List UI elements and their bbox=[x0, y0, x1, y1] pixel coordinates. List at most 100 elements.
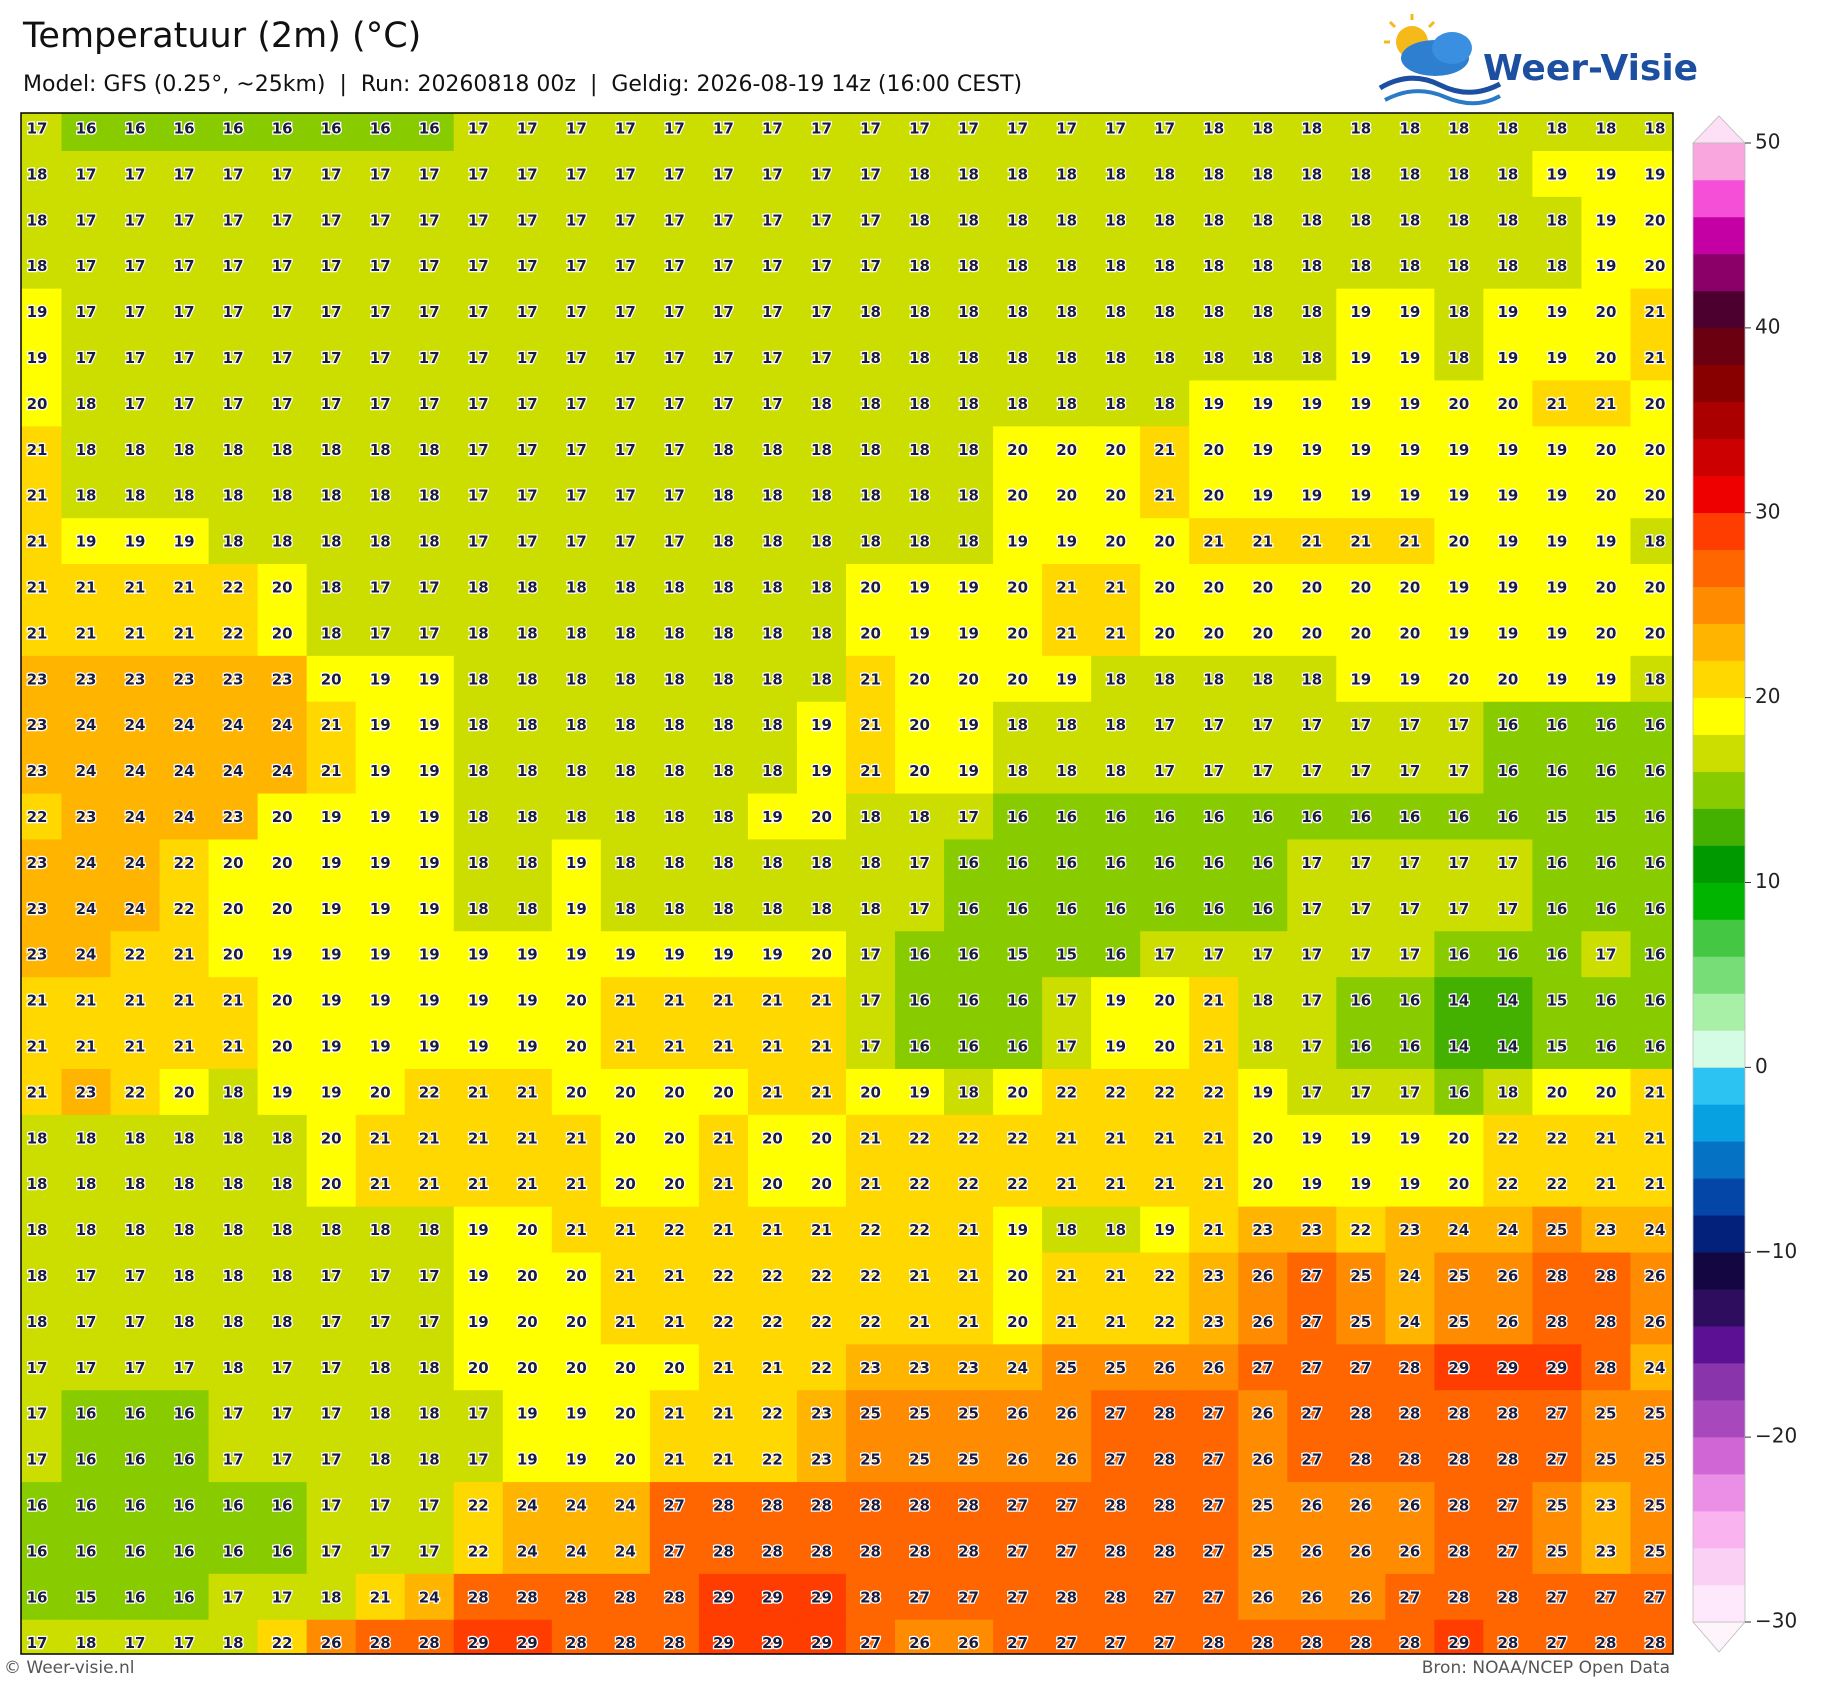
temp-cell bbox=[796, 839, 847, 886]
temp-label: 19 bbox=[811, 716, 832, 734]
colorbar-band bbox=[1693, 586, 1745, 624]
temp-label: 28 bbox=[1448, 1588, 1469, 1606]
temp-label: 21 bbox=[860, 670, 881, 688]
temp-label: 20 bbox=[1105, 441, 1126, 459]
temp-label: 18 bbox=[370, 1221, 391, 1239]
temp-label: 24 bbox=[174, 716, 195, 734]
temp-label: 16 bbox=[125, 120, 146, 138]
temp-label: 18 bbox=[272, 487, 293, 505]
temp-cell bbox=[993, 701, 1043, 749]
temp-label: 18 bbox=[1056, 395, 1077, 413]
temp-cell bbox=[551, 793, 602, 841]
temp-label: 18 bbox=[1056, 165, 1077, 183]
temp-cell bbox=[502, 196, 553, 244]
temp-label: 16 bbox=[223, 120, 244, 138]
temp-label: 20 bbox=[566, 1038, 587, 1056]
temp-cell bbox=[502, 701, 553, 749]
temp-cell bbox=[845, 518, 896, 565]
temp-cell bbox=[551, 196, 602, 244]
temp-cell bbox=[306, 196, 357, 244]
temp-label: 18 bbox=[1448, 349, 1469, 367]
temp-cell bbox=[796, 885, 847, 932]
temp-cell bbox=[1532, 196, 1583, 244]
temp-cell bbox=[159, 839, 210, 886]
temp-cell bbox=[61, 793, 112, 841]
temp-cell bbox=[1581, 380, 1632, 427]
temp-label: 17 bbox=[76, 1267, 97, 1285]
temp-cell bbox=[1287, 334, 1337, 382]
logo-text: Weer-Visie bbox=[1483, 48, 1698, 89]
temp-label: 21 bbox=[713, 1359, 734, 1377]
temp-cell bbox=[895, 793, 945, 841]
temp-label: 20 bbox=[1399, 579, 1420, 597]
temp-cell bbox=[1581, 426, 1632, 473]
temp-label: 18 bbox=[713, 624, 734, 642]
temp-label: 18 bbox=[468, 762, 489, 780]
temp-label: 27 bbox=[1252, 1359, 1273, 1377]
temp-cell bbox=[1287, 655, 1337, 703]
temp-label: 18 bbox=[419, 1359, 440, 1377]
colorbar-band bbox=[1693, 697, 1745, 735]
temp-cell bbox=[1287, 196, 1337, 244]
temp-label: 20 bbox=[1105, 487, 1126, 505]
temp-label: 19 bbox=[1399, 395, 1420, 413]
temp-label: 28 bbox=[1546, 1313, 1567, 1331]
temp-label: 29 bbox=[517, 1634, 538, 1652]
temp-label: 18 bbox=[1203, 670, 1224, 688]
temp-label: 18 bbox=[958, 257, 979, 275]
temp-label: 19 bbox=[419, 716, 440, 734]
temp-label: 26 bbox=[1497, 1313, 1518, 1331]
temp-cell bbox=[1189, 288, 1239, 336]
temp-cell bbox=[895, 839, 945, 886]
temp-cell bbox=[21, 518, 63, 565]
temp-label: 18 bbox=[811, 670, 832, 688]
temp-cell bbox=[1091, 793, 1141, 841]
temp-label: 20 bbox=[811, 808, 832, 826]
temp-label: 18 bbox=[76, 1175, 97, 1193]
temp-cell bbox=[1140, 242, 1190, 290]
temp-cell bbox=[1581, 747, 1632, 795]
temp-label: 17 bbox=[76, 349, 97, 367]
temp-label: 17 bbox=[125, 1267, 146, 1285]
temp-cell bbox=[1238, 380, 1288, 427]
temp-cell bbox=[600, 564, 651, 611]
temp-label: 18 bbox=[272, 441, 293, 459]
temp-label: 27 bbox=[1056, 1542, 1077, 1560]
temp-cell bbox=[944, 288, 994, 336]
temp-label: 18 bbox=[223, 1267, 244, 1285]
temp-label: 16 bbox=[1007, 808, 1028, 826]
temp-label: 25 bbox=[1350, 1267, 1371, 1285]
temp-label: 20 bbox=[811, 1129, 832, 1147]
temp-label: 18 bbox=[713, 441, 734, 459]
temp-cell bbox=[1581, 839, 1632, 886]
temp-label: 19 bbox=[1301, 1129, 1322, 1147]
temp-label: 17 bbox=[1399, 716, 1420, 734]
temp-label: 19 bbox=[419, 900, 440, 918]
temp-cell bbox=[1385, 334, 1435, 382]
temp-label: 20 bbox=[1596, 441, 1617, 459]
temp-label: 20 bbox=[1645, 257, 1666, 275]
temp-cell bbox=[21, 655, 63, 703]
temp-cell bbox=[1630, 839, 1673, 886]
temp-label: 21 bbox=[125, 579, 146, 597]
temp-cell bbox=[257, 518, 308, 565]
temp-label: 17 bbox=[223, 395, 244, 413]
temp-cell bbox=[1630, 655, 1673, 703]
temp-label: 18 bbox=[517, 808, 538, 826]
temp-cell bbox=[698, 793, 749, 841]
temp-label: 29 bbox=[811, 1634, 832, 1652]
temp-label: 28 bbox=[1596, 1313, 1617, 1331]
temp-cell bbox=[600, 380, 651, 427]
temp-label: 19 bbox=[1399, 1129, 1420, 1147]
temp-label: 21 bbox=[125, 624, 146, 642]
temp-cell bbox=[895, 609, 945, 657]
temp-label: 20 bbox=[1645, 624, 1666, 642]
temp-label: 18 bbox=[370, 1451, 391, 1469]
temp-label: 18 bbox=[615, 624, 636, 642]
temp-cell bbox=[1483, 701, 1534, 749]
temp-label: 26 bbox=[1056, 1405, 1077, 1423]
temp-label: 17 bbox=[1399, 946, 1420, 964]
temp-cell bbox=[110, 747, 161, 795]
temp-label: 17 bbox=[174, 349, 195, 367]
temp-label: 17 bbox=[517, 165, 538, 183]
